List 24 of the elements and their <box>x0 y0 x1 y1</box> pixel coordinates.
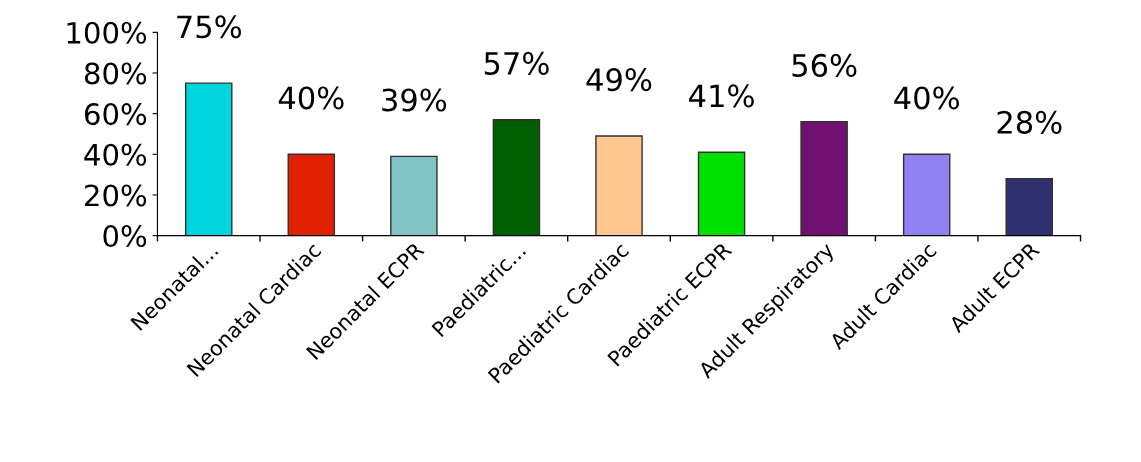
data-label: 40% <box>894 86 959 110</box>
bar <box>184 82 233 236</box>
bar <box>287 153 336 236</box>
y-tick-label: 80% <box>84 62 147 85</box>
y-tick-label: 20% <box>85 184 147 207</box>
y-tick-label: 100% <box>67 21 147 44</box>
bar <box>595 135 643 236</box>
data-label: 49% <box>586 68 652 92</box>
bar <box>492 119 541 236</box>
bar <box>390 155 438 236</box>
data-label: 39% <box>382 88 447 112</box>
y-tick-label: 60% <box>84 103 147 126</box>
y-tick-label: 0% <box>103 225 147 248</box>
bar <box>697 151 746 236</box>
y-tick-label: 40% <box>84 143 147 166</box>
bar <box>902 153 951 236</box>
data-label: 75% <box>177 15 242 39</box>
data-label: 57% <box>484 51 549 75</box>
data-label: 40% <box>278 86 344 110</box>
bar <box>1005 178 1054 236</box>
bar <box>800 121 848 236</box>
data-label: 41% <box>689 84 754 108</box>
data-label: 28% <box>997 110 1062 134</box>
data-label: 56% <box>792 53 857 77</box>
